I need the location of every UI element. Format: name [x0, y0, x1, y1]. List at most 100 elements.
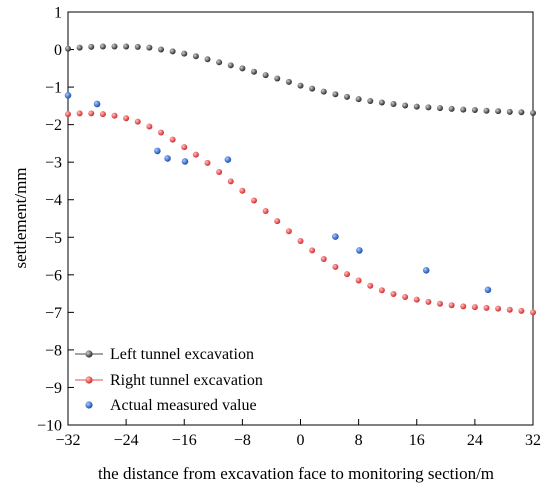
series-1	[65, 43, 536, 116]
data-point	[413, 103, 420, 110]
x-tick-label: 16	[409, 432, 425, 449]
data-point	[484, 286, 492, 294]
data-point	[64, 92, 72, 99]
x-tick-label: −24	[114, 432, 139, 449]
y-tick-label: −4	[45, 192, 62, 209]
y-tick-label: −10	[37, 418, 62, 435]
data-point	[146, 123, 153, 130]
data-point	[309, 85, 316, 92]
legend-label: Actual measured value	[110, 397, 257, 414]
series-layer	[64, 43, 536, 316]
data-point	[390, 290, 397, 297]
data-point	[344, 93, 350, 100]
data-point	[274, 218, 281, 225]
data-point	[251, 68, 257, 75]
data-point	[483, 304, 490, 311]
data-point	[518, 307, 525, 314]
data-point	[530, 309, 536, 316]
y-tick-label: −9	[45, 380, 62, 397]
data-point	[448, 105, 455, 112]
legend-entry-right-tunnel: Right tunnel excavation	[75, 372, 263, 389]
data-point	[297, 82, 304, 89]
data-point	[224, 156, 232, 163]
data-point	[367, 282, 374, 289]
data-point	[76, 110, 83, 117]
data-point	[285, 228, 292, 235]
data-point	[297, 238, 304, 245]
data-point	[471, 106, 478, 113]
data-point	[169, 48, 176, 55]
y-tick-label: −1	[45, 80, 62, 97]
data-point	[123, 43, 130, 50]
data-point	[320, 256, 327, 263]
data-point	[425, 298, 432, 305]
y-tick-label: 1	[54, 5, 62, 22]
x-tick-label: −16	[172, 432, 197, 449]
data-point	[65, 111, 71, 118]
data-point	[422, 267, 430, 274]
data-point	[356, 247, 363, 254]
data-point	[367, 97, 374, 104]
data-point	[181, 158, 189, 165]
y-tick-label: −7	[45, 305, 62, 322]
data-point	[216, 59, 223, 66]
x-axis-title: the distance from excavation face to mon…	[98, 464, 494, 483]
data-point	[448, 302, 455, 309]
data-point	[99, 43, 106, 50]
x-tick-label: 8	[355, 432, 363, 449]
data-point	[204, 159, 211, 166]
data-point	[146, 44, 153, 51]
data-point	[216, 168, 223, 175]
data-point	[402, 293, 409, 300]
data-point	[93, 100, 101, 108]
legend-swatch-marker	[85, 350, 93, 358]
x-axis-ticks: −32 −24 −16 −8 0 8 16 24 32	[55, 419, 541, 449]
data-point	[274, 75, 281, 82]
data-point	[285, 78, 292, 85]
data-point	[262, 207, 269, 214]
data-point	[425, 104, 432, 111]
data-point	[111, 112, 118, 119]
y-tick-label: −8	[45, 342, 62, 359]
legend-label: Right tunnel excavation	[110, 372, 263, 389]
data-point	[390, 100, 397, 107]
data-point	[76, 44, 83, 51]
data-point	[471, 304, 478, 311]
data-point	[518, 109, 525, 116]
data-point	[483, 107, 490, 114]
y-tick-label: −5	[45, 230, 62, 247]
data-point	[495, 305, 502, 312]
data-point	[164, 155, 171, 162]
series-2	[65, 110, 536, 316]
data-point	[437, 300, 443, 307]
data-point	[158, 46, 164, 53]
data-point	[251, 197, 257, 204]
data-point	[239, 187, 246, 194]
data-point	[181, 50, 188, 57]
legend: Left tunnel excavation Right tunnel exca…	[75, 346, 263, 414]
data-point	[65, 45, 71, 52]
x-tick-label: −8	[234, 432, 251, 449]
data-point	[378, 287, 385, 294]
y-tick-label: −2	[45, 117, 62, 134]
data-point	[123, 115, 130, 122]
data-point	[506, 306, 513, 313]
y-tick-label: 0	[54, 42, 62, 59]
data-point	[320, 88, 327, 95]
data-point	[169, 136, 176, 143]
plot-area-frame	[67, 11, 534, 426]
y-tick-label: −3	[45, 155, 62, 172]
data-point	[332, 233, 339, 240]
data-point	[154, 147, 161, 155]
data-point	[355, 277, 362, 284]
data-point	[344, 271, 350, 278]
data-point	[402, 102, 409, 109]
x-tick-label: 32	[525, 432, 541, 449]
data-point	[227, 178, 234, 185]
data-point	[506, 108, 513, 115]
y-axis-title: settlement/mm	[11, 167, 30, 268]
x-tick-label: −32	[55, 432, 80, 449]
data-point	[134, 43, 141, 50]
data-point	[88, 110, 95, 117]
